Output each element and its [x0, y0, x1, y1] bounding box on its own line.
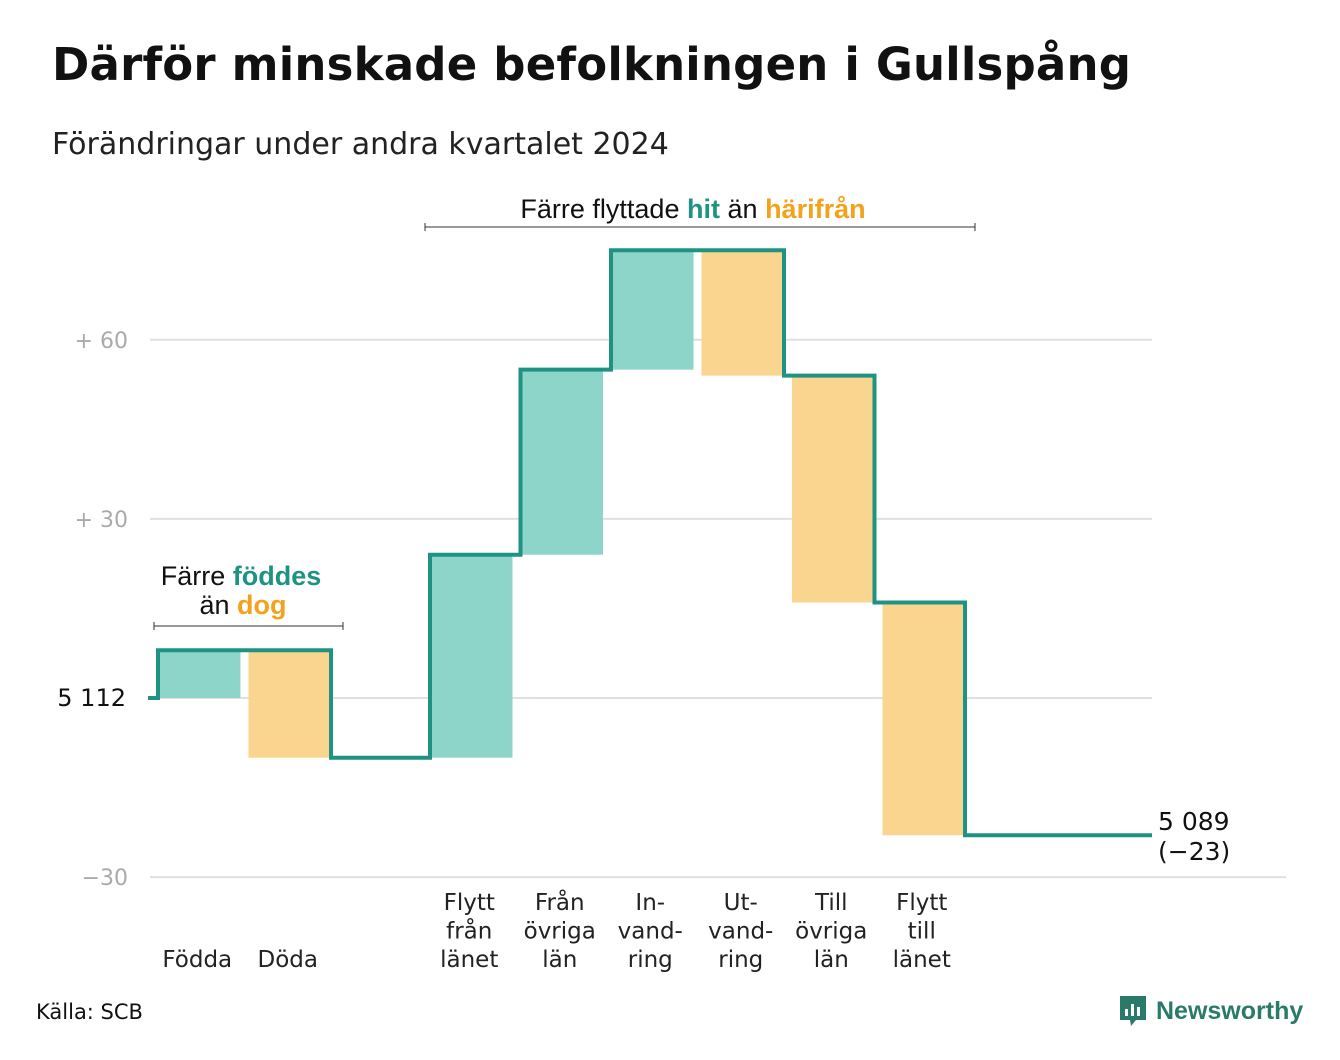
y-axis-ticks: + 60 + 30 5 112 −30: [57, 329, 128, 891]
category-label: från: [446, 917, 492, 945]
category-label: Till: [814, 890, 848, 916]
category-label: Flytt: [444, 890, 495, 916]
newsworthy-logo-icon: [1120, 996, 1146, 1026]
bar-increase: [430, 554, 513, 758]
chart-subtitle: Förändringar under andra kvartalet 2024: [52, 127, 669, 162]
brand-name: Newsworthy: [1156, 996, 1304, 1025]
migration-annotation-bracket: [424, 223, 976, 231]
migration-annotation-orange-word: härifrån: [765, 194, 866, 224]
end-labels: 5 089 (−23): [1158, 807, 1230, 866]
category-label: Födda: [162, 947, 232, 973]
step-line: [148, 248, 1152, 838]
start-value-label: 5 112: [57, 684, 126, 712]
end-value-label: 5 089: [1158, 807, 1230, 836]
y-tick-label: + 30: [75, 508, 128, 533]
category-label: Från: [535, 888, 585, 916]
category-label: länet: [440, 947, 498, 973]
category-label: vand-: [618, 919, 683, 945]
category-label: län: [814, 947, 849, 973]
births-annotation-line2: än dog: [199, 590, 286, 620]
migration-annotation: Färre flyttade hit än härifrån: [520, 194, 865, 224]
category-label: In-: [635, 890, 665, 916]
migration-annotation-green-word: hit: [687, 194, 720, 224]
bar-increase: [158, 650, 241, 698]
category-label: ring: [628, 947, 673, 973]
bar-decrease: [882, 602, 965, 836]
births-annotation-line1: Färre föddes: [161, 561, 322, 591]
migration-annotation-middle: än: [728, 194, 758, 224]
grid-lines: [150, 338, 1286, 879]
births-annotation-bracket: [153, 622, 344, 630]
brand-logo[interactable]: Newsworthy: [1118, 994, 1303, 1028]
y-tick-label: + 60: [75, 329, 128, 354]
births-annotation-line2-prefix: än: [199, 590, 229, 620]
category-label: Ut-: [724, 890, 758, 916]
births-annotation-prefix: Färre: [161, 561, 226, 591]
category-label: vand-: [708, 919, 773, 945]
y-tick-label: −30: [82, 866, 128, 891]
category-label: länet: [893, 947, 951, 973]
category-label: övriga: [524, 919, 596, 945]
category-labels: Födda DödaFlyttfrånlänetFrånövrigalänIn-v…: [162, 888, 951, 973]
chart-title: Därför minskade befolkningen i Gullspång: [52, 38, 1132, 91]
bar-increase: [520, 369, 603, 555]
births-annotation-orange-word: dog: [237, 590, 286, 620]
source-note: Källa: SCB: [36, 1000, 143, 1024]
category-label: Flytt: [896, 890, 947, 916]
category-label: Döda: [258, 947, 318, 973]
bar-increase: [611, 250, 694, 370]
category-label: län: [542, 947, 577, 973]
bar-decrease: [248, 650, 331, 758]
category-label: ring: [718, 947, 763, 973]
bar-decrease: [701, 250, 784, 376]
end-change-label: (−23): [1158, 837, 1230, 866]
bars: [158, 250, 965, 836]
waterfall-step-line: [148, 248, 1152, 838]
annotations: Färre föddes än dog Färre flyttade hit ä…: [153, 194, 976, 630]
bar-decrease: [792, 375, 875, 603]
category-label: till: [908, 919, 936, 945]
migration-annotation-prefix: Färre flyttade: [520, 194, 679, 224]
births-annotation-green-word: föddes: [233, 561, 322, 591]
category-label: övriga: [795, 919, 867, 945]
